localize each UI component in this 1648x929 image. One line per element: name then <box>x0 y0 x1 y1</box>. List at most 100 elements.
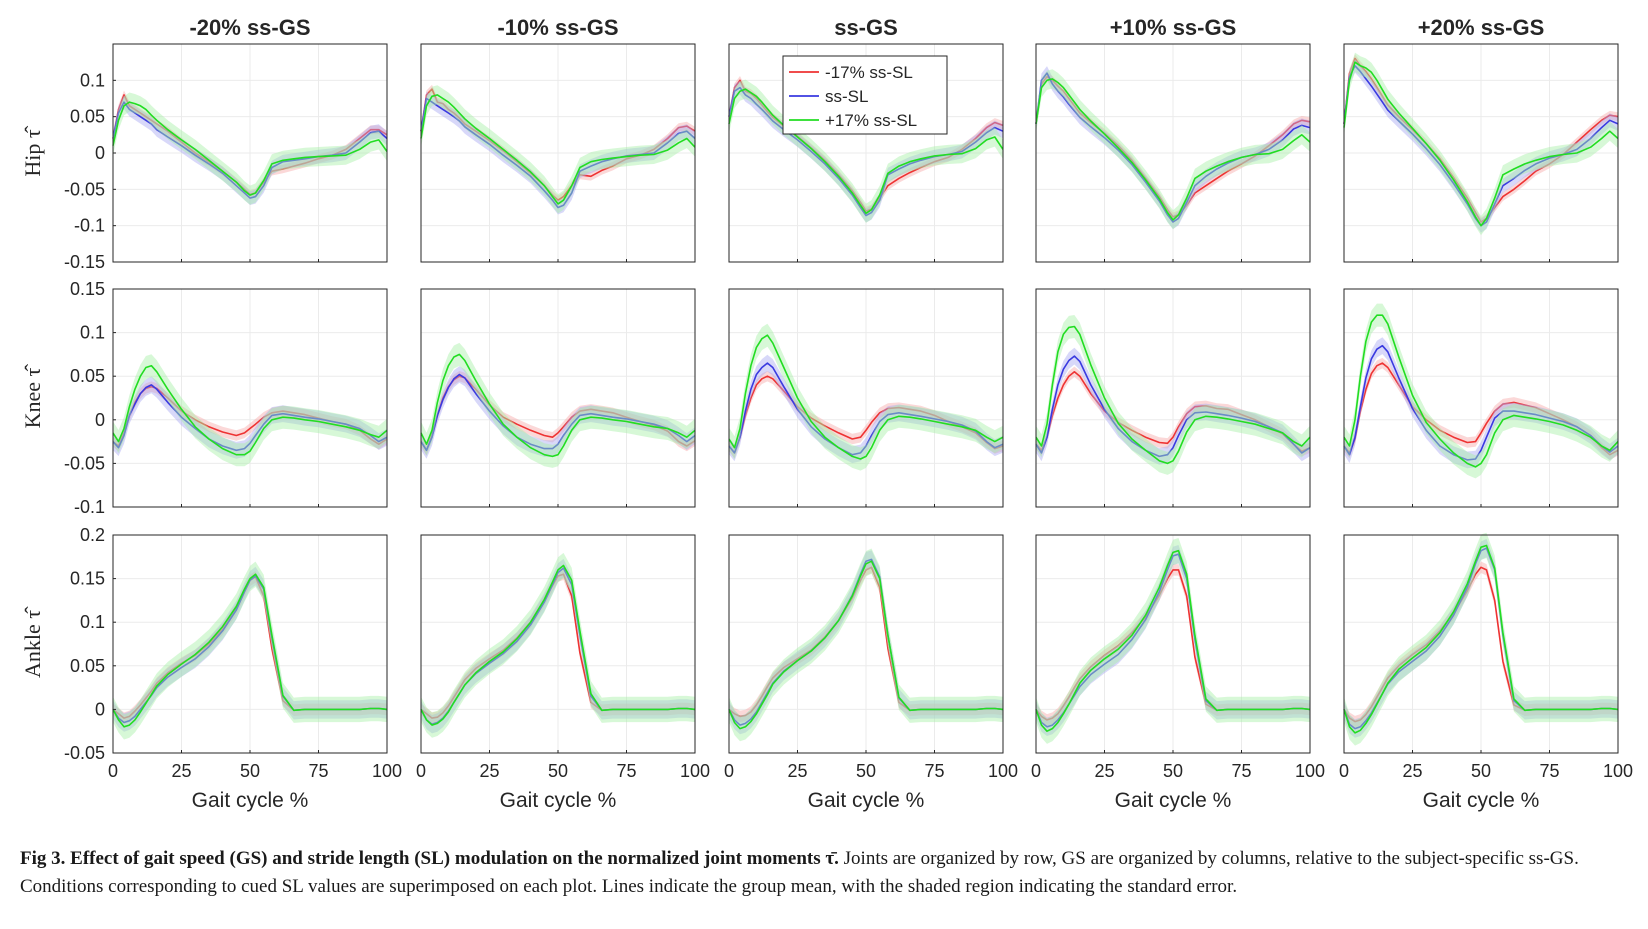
xtick-label-col5: 100 <box>1603 761 1633 781</box>
panel-r2-c3-band-plus-17pct-ss-sl <box>729 323 1003 471</box>
panel-r2-c2-band-plus-17pct-ss-sl <box>421 342 695 468</box>
row-label-ankle: Ankle τ̂ <box>20 606 45 678</box>
panel-r2-c4-line-plus-17pct-ss-sl <box>1035 325 1311 465</box>
legend-label-17pct-ss-sl: -17% ss-SL <box>825 63 913 82</box>
panel-r2-c4-band-plus-17pct-ss-sl <box>1036 315 1310 475</box>
caption-label: Fig 3. <box>20 848 66 869</box>
xtick-label-col3: 25 <box>787 761 807 781</box>
panel-r1-c4-line-plus-17pct-ss-sl <box>1035 78 1311 221</box>
ytick-label-row1: -0.05 <box>64 179 105 199</box>
panel-r3-c2-band-ss-sl <box>421 558 695 734</box>
panel-r3-c5-band-plus-17pct-ss-sl <box>1344 532 1618 746</box>
panel-r2-c3-band-17pct-ss-sl <box>729 371 1003 459</box>
x-axis-label-col2: Gait cycle % <box>500 789 617 812</box>
panel-r3-c5-band-17pct-ss-sl <box>1344 561 1618 728</box>
xtick-label-col3: 50 <box>856 761 876 781</box>
legend-label-ss-sl: ss-SL <box>825 87 868 106</box>
panel-r2-c5-band-ss-sl <box>1344 337 1618 469</box>
ytick-label-row3: 0.2 <box>80 525 105 545</box>
xtick-label-col2: 50 <box>548 761 568 781</box>
panel-r3-c4-band-plus-17pct-ss-sl <box>1036 538 1310 744</box>
panel-r1-c3-line-17pct-ss-sl <box>728 79 1004 212</box>
ytick-label-row2: 0.1 <box>80 323 105 343</box>
panel-r3-c1-band-ss-sl <box>113 566 387 732</box>
panel-r2-c4-line-17pct-ss-sl <box>1035 370 1311 453</box>
panel-r1-c5-line-17pct-ss-sl <box>1343 57 1619 223</box>
panel-r2-c2-line-plus-17pct-ss-sl <box>420 353 696 458</box>
panel-r2-c5-line-plus-17pct-ss-sl <box>1343 314 1619 468</box>
ytick-label-row2: -0.1 <box>74 497 105 517</box>
row-label-knee: Knee τ̂ <box>20 364 45 429</box>
panel-r1-c2-line-plus-17pct-ss-sl <box>420 94 696 205</box>
xtick-label-col1: 100 <box>372 761 402 781</box>
ytick-label-row2: 0 <box>95 410 105 430</box>
panel-r1-c4-band-ss-sl <box>1036 66 1310 229</box>
panel-r3-c1-line-plus-17pct-ss-sl <box>112 573 388 728</box>
panel-r2-c1-line-ss-sl <box>112 384 388 452</box>
panel-r2-c3-band-ss-sl <box>729 354 1003 464</box>
panel-r1-c5-line-plus-17pct-ss-sl <box>1343 61 1619 227</box>
xtick-label-col2: 25 <box>479 761 499 781</box>
caption-body: Joints are organized by row, GS are orga… <box>20 848 1579 897</box>
panel-r3-c2-band-17pct-ss-sl <box>421 568 695 724</box>
xtick-label-col2: 75 <box>616 761 636 781</box>
legend-box <box>782 55 948 135</box>
panel-r1-c1-band-ss-sl <box>113 95 387 205</box>
panel-r3-c4-line-plus-17pct-ss-sl <box>1035 549 1311 733</box>
column-title-5: +20% ss-GS <box>1418 15 1545 40</box>
panel-r1-c1-band-plus-17pct-ss-sl <box>113 92 387 205</box>
xtick-label-col5: 25 <box>1402 761 1422 781</box>
panel-r2-c3-line-plus-17pct-ss-sl <box>728 334 1004 460</box>
legend-label-plus-17pct-ss-sl: +17% ss-SL <box>825 111 917 130</box>
panel-r2-c5-line-17pct-ss-sl <box>1343 362 1619 456</box>
panel-r3-c3-band-plus-17pct-ss-sl <box>729 548 1003 742</box>
ytick-label-row3: 0.1 <box>80 612 105 632</box>
panel-r2-c4-band-ss-sl <box>1036 347 1310 465</box>
xtick-label-col4: 50 <box>1163 761 1183 781</box>
panel-r3-c4-band-ss-sl <box>1036 545 1310 736</box>
ytick-label-row3: -0.05 <box>64 743 105 763</box>
xtick-label-col1: 0 <box>108 761 118 781</box>
xtick-label-col4: 25 <box>1094 761 1114 781</box>
panel-r2-c1-band-17pct-ss-sl <box>113 381 387 452</box>
row-label-hip: Hip τ̂ <box>20 125 45 176</box>
xtick-label-col4: 100 <box>1295 761 1325 781</box>
panel-r2-c4-band-17pct-ss-sl <box>1036 366 1310 457</box>
panel-r2-c1-band-plus-17pct-ss-sl <box>113 354 387 467</box>
x-axis-label-col5: Gait cycle % <box>1423 789 1540 812</box>
ytick-label-row1: 0.05 <box>70 107 105 127</box>
xtick-label-col1: 50 <box>240 761 260 781</box>
panel-r1-c2-line-ss-sl <box>420 97 696 209</box>
xtick-label-col1: 75 <box>308 761 328 781</box>
column-title-4: +10% ss-GS <box>1110 15 1237 40</box>
xtick-label-col1: 25 <box>171 761 191 781</box>
column-title-1: -20% ss-GS <box>189 15 310 40</box>
xtick-label-col5: 0 <box>1339 761 1349 781</box>
panel-r2-c2-band-ss-sl <box>421 366 695 459</box>
xtick-label-col2: 100 <box>680 761 710 781</box>
xtick-label-col4: 75 <box>1231 761 1251 781</box>
panel-r1-c3-band-ss-sl <box>729 80 1003 223</box>
panel-r3-c1-band-plus-17pct-ss-sl <box>113 561 387 740</box>
panel-r3-c2-line-plus-17pct-ss-sl <box>420 564 696 726</box>
panel-r3-c3-line-plus-17pct-ss-sl <box>728 560 1004 730</box>
panel-r2-c4-line-ss-sl <box>1035 355 1311 458</box>
panel-r1-c1-line-plus-17pct-ss-sl <box>112 101 388 196</box>
xtick-label-col2: 0 <box>416 761 426 781</box>
ytick-label-row2: 0.15 <box>70 279 105 299</box>
ytick-label-row2: 0.05 <box>70 366 105 386</box>
panel-r1-c1-line-ss-sl <box>112 101 388 199</box>
column-title-2: -10% ss-GS <box>497 15 618 40</box>
xtick-label-col5: 50 <box>1471 761 1491 781</box>
panel-r3-c5-band-ss-sl <box>1344 538 1618 738</box>
ytick-label-row1: 0.1 <box>80 70 105 90</box>
xtick-label-col5: 75 <box>1539 761 1559 781</box>
panel-r3-c2-band-plus-17pct-ss-sl <box>421 552 695 738</box>
panel-r3-c3-band-ss-sl <box>729 550 1003 735</box>
xtick-label-col3: 0 <box>724 761 734 781</box>
x-axis-label-col3: Gait cycle % <box>808 789 925 812</box>
figure-caption: Fig 3. Effect of gait speed (GS) and str… <box>20 845 1620 901</box>
xtick-label-col3: 100 <box>988 761 1018 781</box>
ytick-label-row1: 0 <box>95 143 105 163</box>
